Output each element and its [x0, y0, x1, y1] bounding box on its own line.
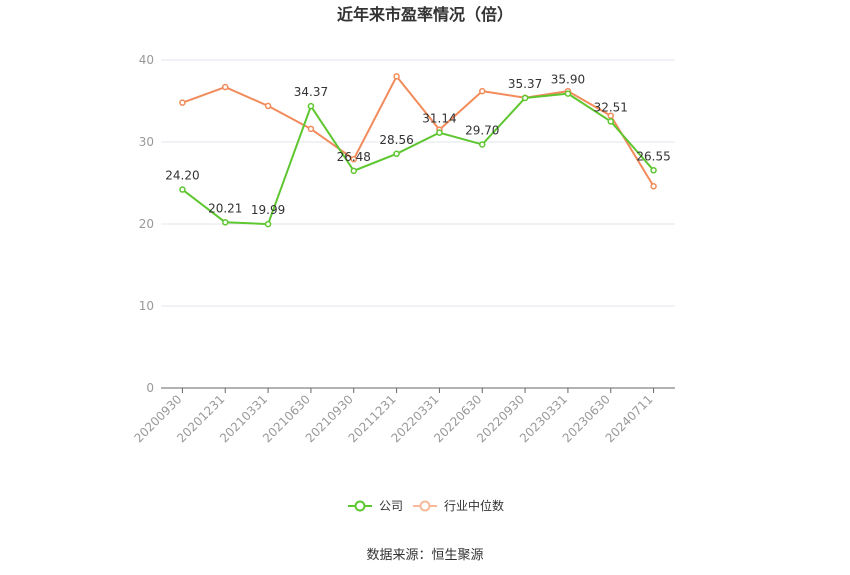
data-point-company[interactable] — [650, 167, 657, 174]
data-label-company: 31.14 — [422, 112, 456, 126]
y-tick-label: 10 — [139, 299, 154, 313]
y-tick-label: 30 — [139, 135, 154, 149]
data-label-company: 26.55 — [636, 149, 670, 163]
data-point-industry-median[interactable] — [222, 83, 229, 91]
data-labels: 24.20 20.21 19.99 34.37 26.48 28.56 31.14 29.70… — [165, 73, 671, 217]
data-label-company: 24.20 — [165, 169, 199, 183]
y-axis: 0 10 20 30 40 — [139, 53, 154, 395]
data-point-company[interactable] — [479, 141, 486, 148]
legend-label-industry-median: 行业中位数 — [444, 498, 504, 513]
series-line-industry-median — [182, 75, 655, 187]
y-tick-label: 40 — [139, 53, 154, 67]
data-label-company: 26.48 — [337, 150, 371, 164]
data-point-company[interactable] — [564, 90, 572, 97]
legend-marker-industry-median — [419, 500, 431, 512]
data-point-company[interactable] — [179, 186, 186, 193]
data-point-company[interactable] — [607, 118, 614, 125]
legend-label-company: 公司 — [379, 499, 403, 513]
data-point-industry-median[interactable] — [307, 125, 315, 133]
data-point-industry-median[interactable] — [479, 87, 486, 95]
data-label-company: 19.99 — [251, 203, 285, 217]
data-point-company[interactable] — [222, 219, 229, 226]
data-label-company: 29.70 — [465, 123, 499, 137]
data-label-company: 28.56 — [379, 133, 413, 147]
data-label-company: 20.21 — [208, 201, 242, 215]
chart-title: 近年来市盈率情况（倍） — [337, 5, 513, 24]
legend[interactable]: 公司 行业中位数 — [348, 498, 504, 513]
series-line-company — [181, 92, 655, 226]
data-point-company[interactable] — [264, 220, 272, 228]
data-label-company: 32.51 — [594, 100, 628, 114]
data-source: 数据来源：恒生聚源 — [366, 548, 483, 563]
legend-item-industry-median[interactable]: 行业中位数 — [413, 498, 504, 513]
data-label-company: 35.37 — [508, 77, 542, 91]
data-point-industry-median[interactable] — [393, 73, 400, 80]
data-point-company[interactable] — [521, 94, 529, 102]
data-point-company[interactable] — [436, 129, 443, 136]
data-label-company: 35.90 — [551, 73, 585, 87]
x-axis: 2020093020201231202103312021063020210930… — [131, 387, 675, 445]
legend-item-company[interactable]: 公司 — [348, 499, 403, 513]
y-tick-label: 20 — [139, 217, 154, 231]
data-point-company[interactable] — [393, 150, 400, 158]
data-label-company: 34.37 — [294, 85, 328, 99]
data-point-industry-median[interactable] — [650, 183, 657, 190]
data-point-industry-median[interactable] — [179, 99, 186, 106]
grid-lines — [161, 59, 675, 307]
data-point-industry-median[interactable] — [350, 155, 357, 163]
data-point-industry-median[interactable] — [264, 102, 272, 110]
legend-marker-company — [354, 500, 366, 512]
y-tick-label: 0 — [146, 381, 154, 395]
data-point-company[interactable] — [350, 167, 357, 175]
series-layer — [179, 73, 657, 228]
data-point-company[interactable] — [307, 102, 315, 110]
